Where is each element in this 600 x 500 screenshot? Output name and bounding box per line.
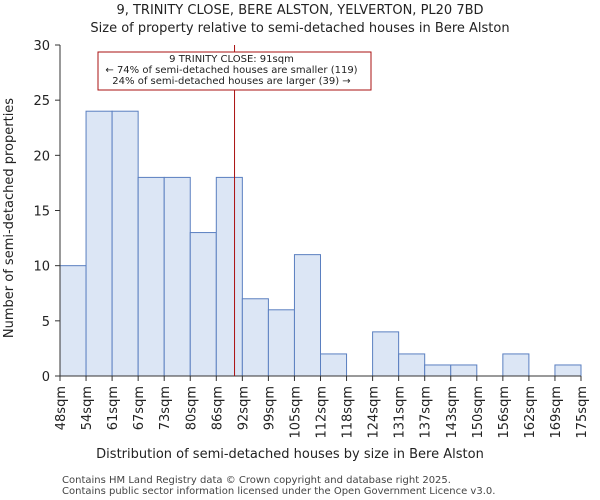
y-tick-label: 20 [33,149,50,164]
x-tick-label: 105sqm [288,386,303,439]
bars [59,110,582,377]
y-tick-label: 10 [33,260,50,275]
x-tick-label: 99sqm [262,386,277,430]
bar-48sqm [59,265,87,377]
annotation-box [97,51,372,91]
x-tick-label: 73sqm [158,386,173,430]
x-axis-label: Distribution of semi-detached houses by … [96,447,484,462]
footer-line-1: Contains HM Land Registry data © Crown c… [62,475,451,486]
y-tick-label: 15 [33,205,50,220]
x-axis-ticks: 48sqm 54sqm 61sqm 67sqm 73sqm 80sqm 86sqm 92sqm… [54,376,590,439]
bar-169sqm [554,364,582,377]
y-tick-label: 0 [42,370,50,385]
x-tick-label: 48sqm [54,386,69,430]
footer-line-2: Contains public sector information licen… [62,486,495,497]
bar-99sqm [267,309,295,377]
y-axis-label: Number of semi-detached properties [2,98,17,338]
x-tick-label: 143sqm [445,386,460,439]
bar-131sqm [398,353,426,377]
bar-73sqm [163,176,191,377]
x-tick-label: 61sqm [106,386,121,430]
x-tick-label: 156sqm [497,386,512,439]
bar-80sqm [189,232,217,377]
bar-124sqm [372,331,400,377]
bar-67sqm [137,176,165,377]
x-tick-label: 137sqm [419,386,434,439]
x-tick-label: 54sqm [80,386,95,430]
x-tick-label: 131sqm [393,386,408,439]
bar-54sqm [85,110,113,377]
chart-subtitle: Size of property relative to semi-detach… [90,21,509,36]
x-tick-label: 92sqm [236,386,251,430]
y-tick-label: 5 [42,315,50,330]
bar-137sqm [424,364,452,377]
bar-92sqm [241,298,269,377]
x-tick-label: 112sqm [315,386,330,439]
annotation-line-3: 24% of semi-detached houses are larger (… [112,76,350,87]
chart-title: 9, TRINITY CLOSE, BERE ALSTON, YELVERTON… [116,3,483,18]
x-tick-label: 150sqm [471,386,486,439]
x-tick-label: 162sqm [523,386,538,439]
bar-105sqm [293,254,322,377]
x-tick-label: 124sqm [367,386,382,439]
x-tick-label: 67sqm [132,386,147,430]
x-tick-label: 86sqm [210,386,225,430]
bar-156sqm [502,353,530,377]
bar-112sqm [320,353,348,377]
y-tick-label: 25 [33,94,50,109]
x-tick-label: 118sqm [341,386,356,439]
y-tick-label: 30 [33,39,50,54]
x-tick-label: 80sqm [184,386,199,430]
x-tick-label: 169sqm [549,386,564,439]
annotation-line-2: ← 74% of semi-detached houses are smalle… [105,65,357,76]
bar-61sqm [111,110,139,377]
x-tick-label: 175sqm [575,386,590,439]
bar-143sqm [450,364,478,377]
annotation-line-1: 9 TRINITY CLOSE: 91sqm [169,54,294,65]
y-axis-ticks: 0 5 10 15 20 25 30 [33,39,60,385]
bar-86sqm [215,176,243,377]
